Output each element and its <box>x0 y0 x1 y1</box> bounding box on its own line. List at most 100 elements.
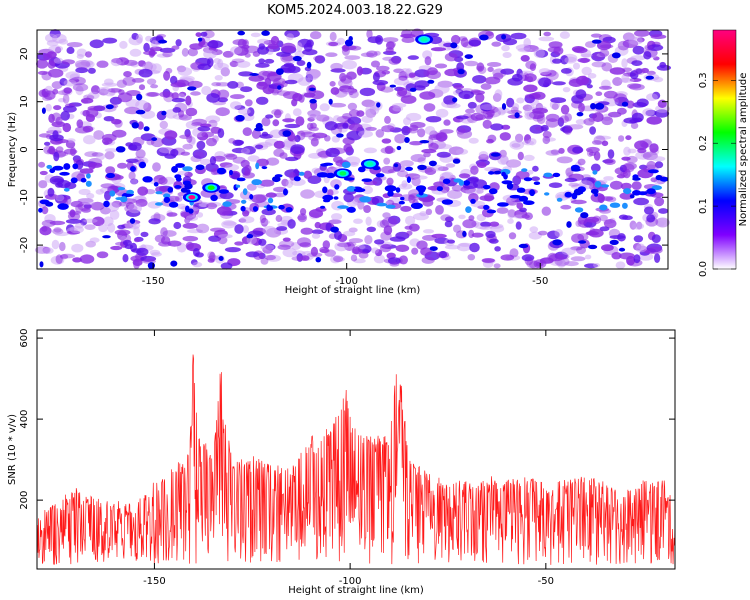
spectrogram-cell <box>358 251 369 259</box>
spectrogram-cell <box>634 29 650 37</box>
spectrogram-cell <box>395 187 401 193</box>
spectrogram-cell <box>96 60 109 68</box>
spectrogram-cell <box>196 140 206 150</box>
spectrogram-cell <box>496 207 509 214</box>
spectrogram-cell <box>655 174 663 181</box>
spectrogram-cell <box>329 31 337 42</box>
spectrogram-cell <box>634 140 649 151</box>
spectrogram-cell <box>468 39 481 47</box>
spectrogram-cell <box>265 192 277 198</box>
spectrogram-cell <box>180 187 188 193</box>
y-tick-label: 10 <box>19 95 30 108</box>
spectrogram-cell <box>421 256 435 264</box>
spectrogram-cell <box>110 58 122 67</box>
spectrogram-cell <box>191 122 203 127</box>
spectrogram-cell <box>494 246 501 252</box>
spectrogram-cell <box>413 85 426 91</box>
spectrogram-cell <box>158 177 168 185</box>
spectrogram-cell <box>72 163 79 170</box>
spectrogram-cell <box>423 152 431 158</box>
spectrogram-cell <box>651 185 662 191</box>
spectrogram-cell <box>523 84 538 93</box>
spectrogram-cell <box>187 48 198 57</box>
spectrogram-cell <box>130 242 137 252</box>
spectrogram-cell <box>47 126 62 134</box>
spectrogram-cell <box>430 47 447 52</box>
spectrogram-cell <box>523 200 535 205</box>
spectrogram-cell <box>642 108 655 117</box>
spectrogram-cell <box>398 183 413 190</box>
spectrogram-cell <box>526 76 534 83</box>
spectrogram-cell <box>497 202 509 207</box>
spectrogram-cell <box>267 43 279 50</box>
spectrogram-cell <box>76 54 84 59</box>
spectrogram-cell <box>564 126 572 136</box>
spectrogram-cell <box>328 41 339 47</box>
spectrogram-cell <box>343 177 355 181</box>
spectrogram-cell <box>419 140 430 144</box>
spectrogram-cell <box>382 56 395 61</box>
spectrogram-cell <box>165 67 173 74</box>
spectrogram-cell <box>240 159 250 168</box>
spectrogram-cell <box>567 124 584 130</box>
spectrogram-cell <box>603 245 619 256</box>
spectrogram-cell <box>245 251 260 258</box>
spectrogram-cell <box>96 152 105 161</box>
spectrogram-cell <box>591 39 602 44</box>
spectrogram-cell <box>361 115 373 124</box>
spectrogram-cell <box>85 51 92 58</box>
x-tick-label: -100 <box>335 276 358 287</box>
spectrogram-cell <box>228 138 236 144</box>
spectrogram-cell <box>257 70 271 81</box>
spectrogram-cell <box>95 189 105 195</box>
spectrogram-cell <box>629 194 635 199</box>
spectrogram-cell <box>529 226 539 233</box>
spectrogram-cell <box>264 254 276 261</box>
spectrogram-cell <box>296 253 303 262</box>
spectrogram-cell <box>644 206 654 215</box>
spectrogram-cell <box>464 54 473 59</box>
spectrogram-cell <box>631 60 643 66</box>
spectrogram-cell <box>408 223 420 232</box>
spectrogram-cell <box>500 68 515 75</box>
spectrogram-cell <box>52 165 64 171</box>
spectrogram-cell <box>521 254 535 262</box>
spectrogram-cell <box>171 98 186 103</box>
spectrogram-cell <box>586 146 600 153</box>
spectrogram-cell <box>464 60 479 67</box>
spectrogram-feature <box>188 195 196 200</box>
spectrogram-cell <box>69 225 84 234</box>
spectrogram-cell <box>465 206 472 214</box>
spectrogram-cell <box>83 218 98 223</box>
spectrogram-cell <box>216 167 227 175</box>
spectrogram-cell <box>376 102 381 108</box>
spectrogram-cell <box>554 256 570 267</box>
spectrogram-cell <box>281 55 297 61</box>
spectrogram-cell <box>507 209 516 219</box>
spectrogram-cell <box>173 221 182 230</box>
spectrogram-cell <box>83 135 96 145</box>
spectrogram-cell <box>575 75 589 86</box>
spectrogram-cell <box>347 102 358 111</box>
spectrogram-cell <box>618 135 625 142</box>
spectrogram-cell <box>543 31 551 37</box>
spectrogram-cell <box>510 32 527 40</box>
spectrogram-cell <box>103 78 114 86</box>
spectrogram-cell <box>200 158 212 166</box>
spectrogram-cell <box>494 107 510 114</box>
spectrogram-cell <box>622 215 633 220</box>
spectrogram-cell <box>445 163 456 168</box>
spectrogram-cell <box>480 83 492 90</box>
spectrogram-cell <box>476 161 487 168</box>
spectrogram-cell <box>333 257 345 262</box>
spectrogram-cell <box>548 182 563 188</box>
spectrogram-cell <box>325 147 340 158</box>
spectrogram-cell <box>601 244 614 252</box>
spectrogram-cell <box>145 35 153 42</box>
spectrogram-cell <box>187 86 197 91</box>
spectrogram-cell <box>500 155 509 165</box>
spectrogram-cell <box>644 44 653 51</box>
spectrogram-cell <box>467 101 477 109</box>
spectrogram-cell <box>49 134 64 142</box>
